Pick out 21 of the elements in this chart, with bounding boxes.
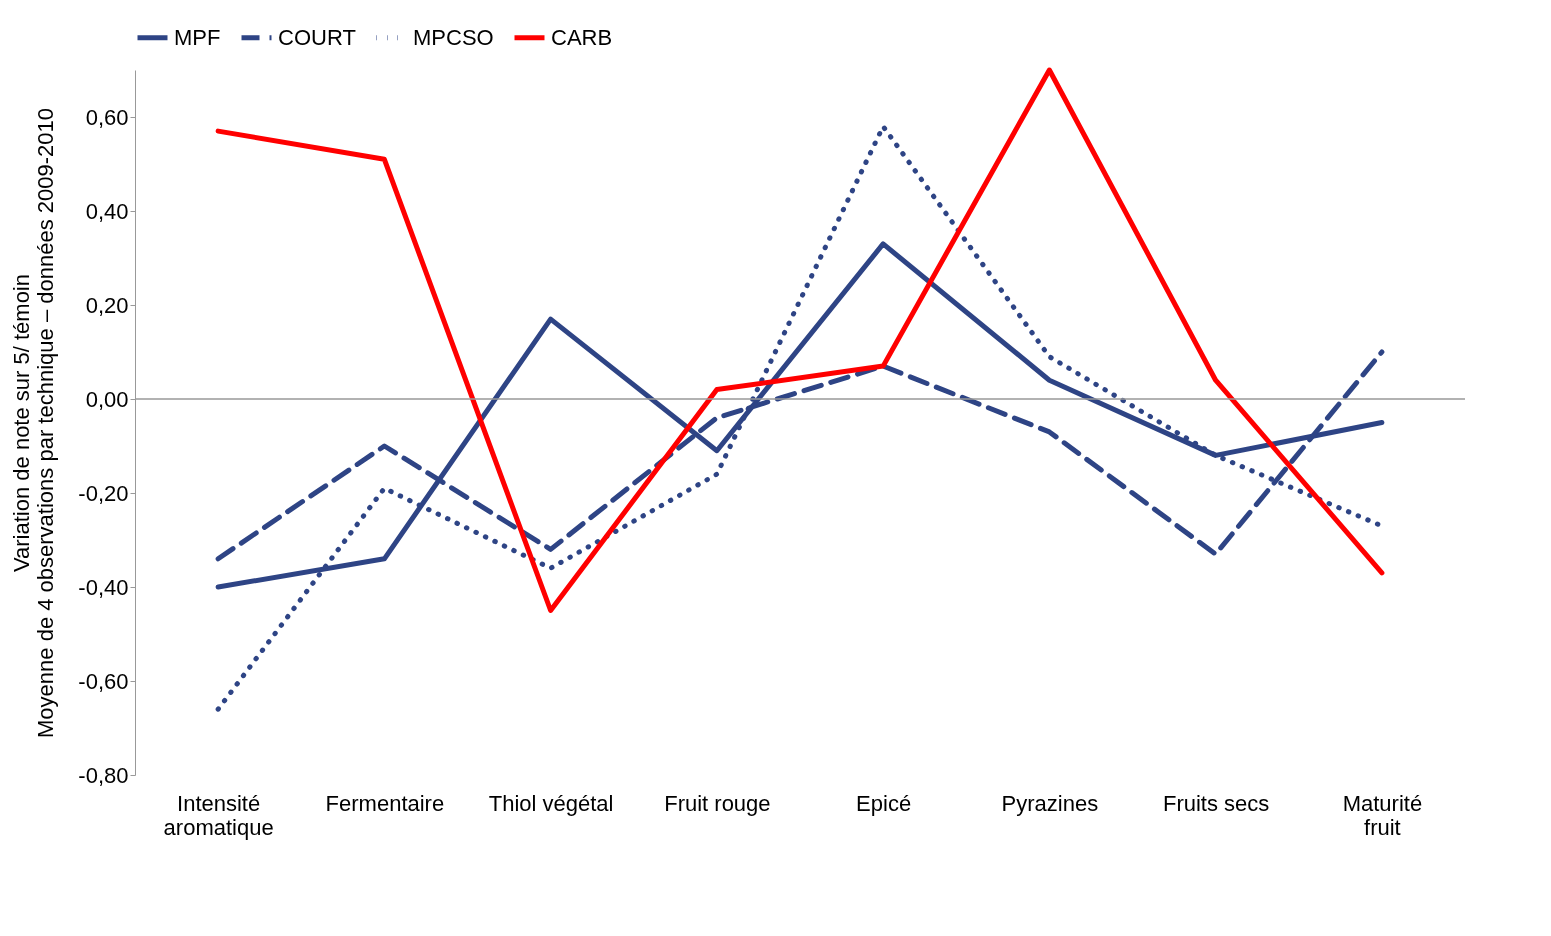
x-tick-label: Fruit rouge [664,790,771,816]
x-tick-label: Epicé [856,790,912,816]
legend-label: COURT [278,24,356,50]
x-tick-label: Intensité aromatique [163,790,274,840]
y-tick-label: -0,20 [78,480,129,506]
y-tick-label: 0,60 [85,104,129,130]
legend-label: MPCSO [413,24,494,50]
y-axis-title: Variation de note sur 5/ témoin Moyenne de 4 observations par technique – données 2009-2010 [9,108,59,738]
x-tick-label: Maturité fruit [1342,790,1423,840]
y-tick-label: 0,00 [85,386,129,412]
y-tick-label: 0,20 [85,292,129,318]
y-tick-label: -0,80 [78,762,129,788]
x-tick-label: Thiol végétal [488,790,614,816]
legend-label: CARB [551,24,613,50]
y-tick-label: 0,40 [85,198,129,224]
x-tick-label: Fermentaire [325,790,445,816]
legend-label: MPF [174,24,221,50]
x-tick-label: Fruits secs [1162,790,1270,816]
x-tick-label: Pyrazines [1001,790,1099,816]
y-tick-label: -0,40 [78,574,129,600]
y-tick-label: -0,60 [78,668,129,694]
